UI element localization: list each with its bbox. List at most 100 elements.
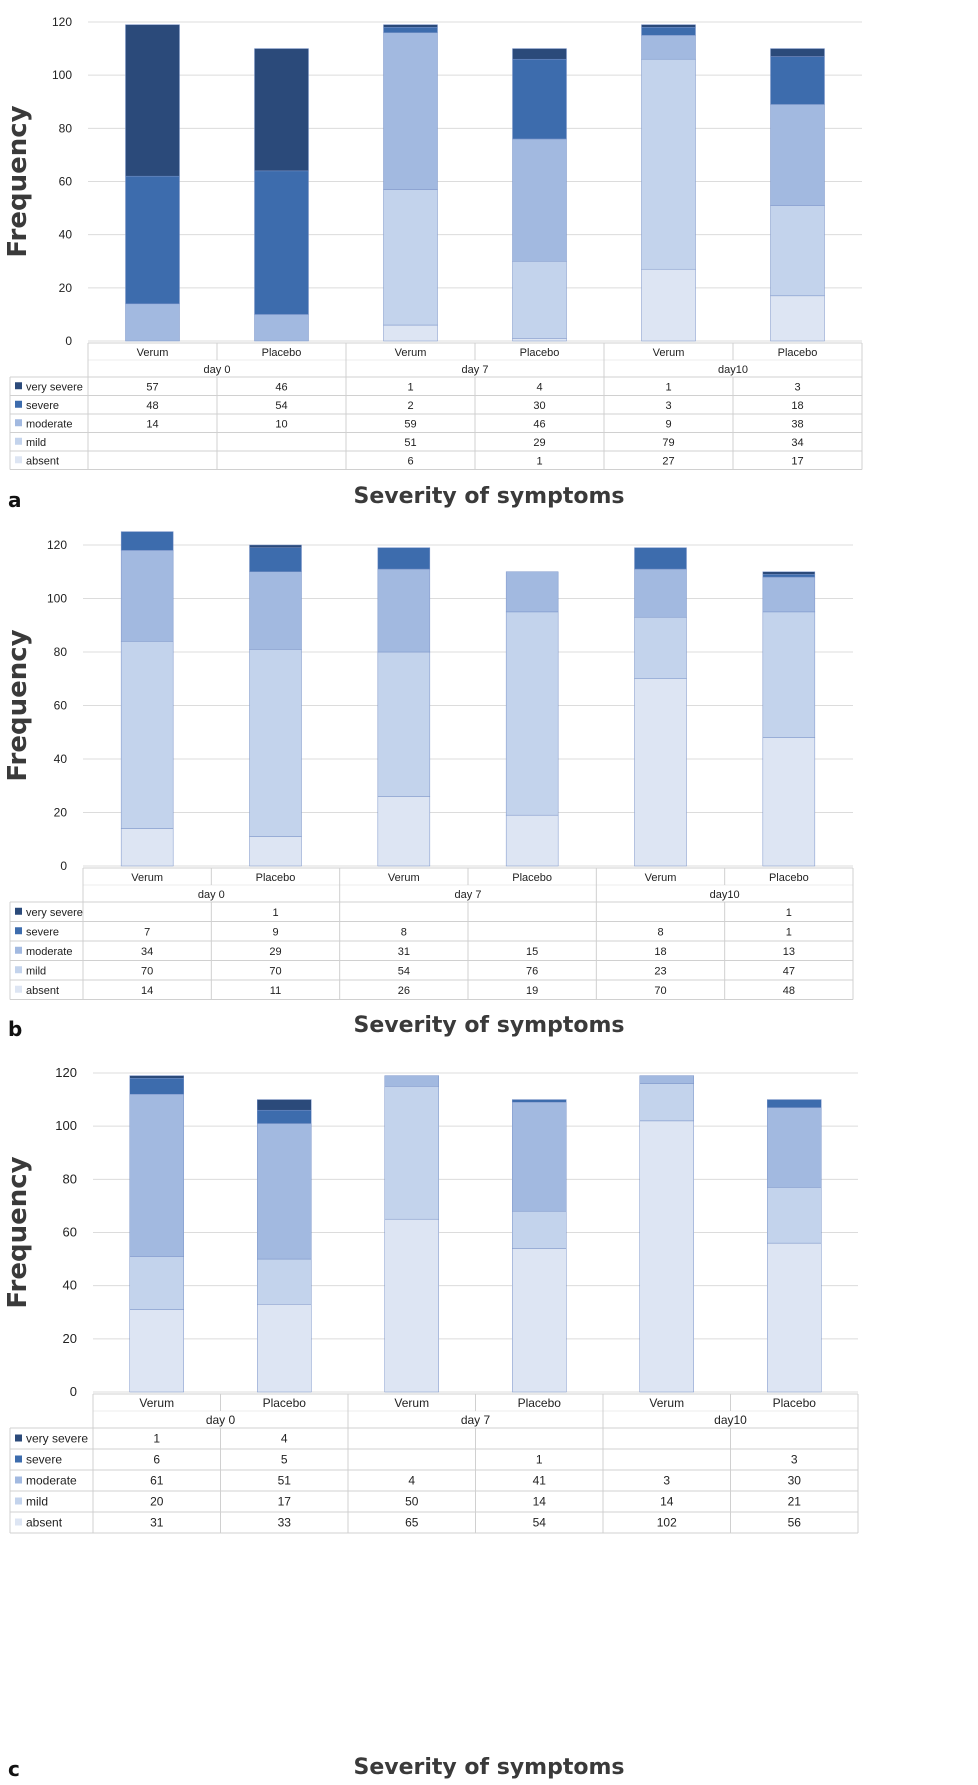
category-label: Placebo	[518, 1396, 562, 1410]
data-label: 33	[278, 1516, 292, 1530]
group-label: day10	[710, 889, 740, 901]
data-label: 41	[533, 1474, 547, 1488]
bar-segment	[512, 48, 567, 60]
chart-panel-b: 0 20 40 60 80 100 120 Frequency Verum Placebo Veru…	[0, 525, 978, 1055]
data-label: 70	[269, 965, 281, 977]
y-tick-label: 100	[47, 592, 67, 606]
bar-segment	[249, 649, 302, 837]
bar-segment	[767, 1107, 822, 1188]
chart-b-panel-label: b	[8, 1017, 23, 1041]
bar-segment	[129, 1256, 184, 1310]
data-label: 17	[791, 455, 803, 467]
group-label: day10	[718, 364, 748, 376]
chart-b-x-title: Severity of symptoms	[353, 1013, 625, 1038]
bar-segment	[383, 32, 438, 190]
data-label: 102	[657, 1516, 677, 1530]
bar-segment	[384, 1075, 439, 1087]
bar-segment	[512, 261, 567, 339]
category-label: Verum	[395, 347, 427, 359]
bar-segment	[125, 303, 180, 342]
bar-segment	[249, 544, 302, 548]
y-tick-label: 60	[54, 699, 68, 713]
data-label: 29	[269, 946, 281, 958]
y-tick-label: 60	[63, 1225, 77, 1240]
chart-c-panel-label: c	[8, 1757, 20, 1781]
category-label: Verum	[139, 1396, 174, 1410]
bar-segment	[383, 189, 438, 326]
chart-b-svg: 0 20 40 60 80 100 120 Frequency Verum Placebo Veru…	[3, 531, 854, 1000]
bar-segment	[257, 1123, 312, 1260]
bar-segment	[249, 836, 302, 867]
group-label: day 0	[198, 889, 225, 901]
y-tick-label: 0	[65, 334, 72, 348]
chart-c-x-title: Severity of symptoms	[353, 1755, 625, 1780]
bar-segment	[120, 531, 174, 551]
bar-segment	[512, 1099, 567, 1103]
data-label: 26	[398, 985, 410, 997]
data-label: 9	[665, 418, 671, 430]
bar-segment	[770, 104, 825, 206]
y-tick-label: 40	[59, 228, 73, 242]
legend-swatch	[15, 946, 22, 954]
data-label: 3	[791, 1453, 798, 1467]
data-label: 46	[275, 381, 287, 393]
data-label: 34	[791, 437, 803, 449]
data-label: 59	[404, 418, 416, 430]
data-label: 30	[533, 400, 545, 412]
legend-swatch	[15, 966, 22, 974]
legend-label: absent	[26, 1516, 63, 1530]
data-label: 21	[788, 1495, 802, 1509]
bar-segment	[257, 1099, 312, 1111]
data-label: 27	[662, 455, 674, 467]
data-label: 56	[788, 1516, 802, 1530]
y-tick-label: 120	[47, 538, 67, 552]
legend-swatch	[15, 437, 22, 445]
bar-segment	[512, 1210, 567, 1249]
category-label: Placebo	[256, 872, 296, 884]
data-label: 6	[153, 1453, 160, 1467]
category-label: Placebo	[778, 347, 818, 359]
data-label: 48	[783, 985, 795, 997]
bar-segment	[762, 737, 816, 867]
data-label: 1	[536, 455, 542, 467]
bar-segment	[377, 568, 431, 653]
y-tick-label: 120	[55, 1065, 77, 1080]
category-label: Placebo	[512, 872, 552, 884]
category-label: Placebo	[263, 1396, 307, 1410]
data-label: 70	[654, 985, 666, 997]
bar-segment	[639, 1120, 694, 1393]
y-tick-label: 120	[52, 15, 72, 29]
bar-segment	[512, 1101, 567, 1212]
bar-segment	[249, 547, 302, 572]
bar-segment	[505, 571, 559, 613]
category-label: Verum	[645, 872, 677, 884]
data-label: 8	[657, 926, 663, 938]
data-label: 31	[150, 1516, 164, 1530]
data-label: 79	[662, 437, 674, 449]
data-label: 14	[141, 985, 153, 997]
bar-segment	[120, 828, 174, 867]
data-label: 1	[786, 907, 792, 919]
group-label: day 0	[204, 364, 231, 376]
bar-segment	[634, 678, 687, 867]
category-label: Verum	[388, 872, 420, 884]
data-label: 14	[533, 1495, 547, 1509]
legend-label: absent	[26, 985, 59, 997]
y-tick-label: 20	[54, 806, 68, 820]
data-label: 17	[278, 1495, 292, 1509]
data-label: 3	[794, 381, 800, 393]
bar-segment	[641, 27, 696, 36]
data-label: 38	[791, 418, 803, 430]
data-label: 9	[272, 926, 278, 938]
bar-segment	[129, 1094, 184, 1257]
y-tick-label: 100	[52, 68, 72, 82]
legend-label: severe	[26, 926, 59, 938]
data-label: 70	[141, 965, 153, 977]
bar-segment	[249, 571, 302, 650]
group-label: day 7	[461, 1413, 491, 1427]
bar-segment	[377, 651, 431, 797]
data-label: 48	[146, 400, 158, 412]
category-label: Verum	[137, 347, 169, 359]
data-label: 65	[405, 1516, 419, 1530]
